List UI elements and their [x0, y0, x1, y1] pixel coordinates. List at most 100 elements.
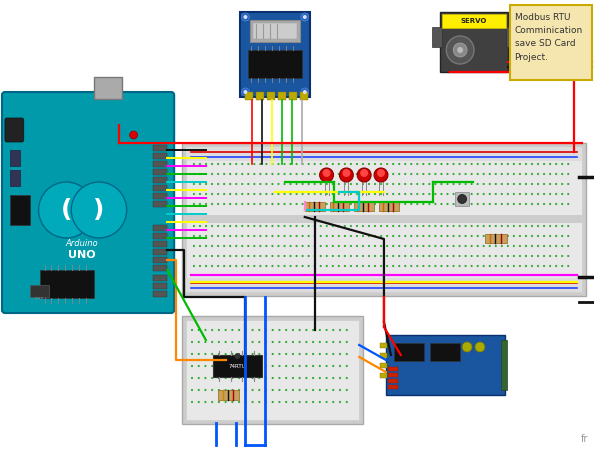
Circle shape	[374, 235, 376, 237]
Circle shape	[332, 173, 334, 175]
Circle shape	[410, 235, 412, 237]
Circle shape	[312, 329, 314, 331]
Circle shape	[231, 389, 233, 391]
Circle shape	[531, 225, 533, 227]
Circle shape	[259, 203, 262, 205]
Circle shape	[302, 225, 304, 227]
Bar	[154, 257, 167, 263]
Circle shape	[440, 193, 443, 195]
Circle shape	[241, 203, 244, 205]
Circle shape	[223, 203, 225, 205]
Circle shape	[567, 235, 569, 237]
Bar	[380, 363, 387, 368]
Circle shape	[325, 329, 328, 331]
Circle shape	[561, 163, 563, 165]
Circle shape	[525, 193, 527, 195]
Circle shape	[374, 203, 376, 205]
Bar	[154, 225, 167, 231]
Circle shape	[537, 183, 539, 185]
Circle shape	[531, 235, 533, 237]
Circle shape	[193, 193, 195, 195]
Circle shape	[392, 255, 394, 257]
Circle shape	[199, 235, 201, 237]
Circle shape	[285, 341, 287, 343]
Text: ICSP: ICSP	[35, 297, 44, 301]
Circle shape	[380, 163, 382, 165]
Circle shape	[488, 183, 491, 185]
Circle shape	[374, 168, 388, 182]
Circle shape	[356, 193, 358, 195]
Circle shape	[519, 173, 521, 175]
Circle shape	[235, 235, 238, 237]
Circle shape	[271, 225, 274, 227]
Circle shape	[368, 225, 370, 227]
Circle shape	[525, 163, 527, 165]
Circle shape	[543, 235, 545, 237]
Circle shape	[476, 265, 479, 267]
Circle shape	[295, 265, 298, 267]
Bar	[154, 291, 167, 297]
Circle shape	[561, 265, 563, 267]
Circle shape	[519, 163, 521, 165]
Circle shape	[299, 341, 301, 343]
Circle shape	[488, 255, 491, 257]
Circle shape	[567, 163, 569, 165]
Circle shape	[205, 173, 207, 175]
Circle shape	[561, 225, 563, 227]
Circle shape	[501, 265, 503, 267]
Circle shape	[374, 245, 376, 247]
Circle shape	[258, 341, 260, 343]
Circle shape	[199, 183, 201, 185]
Circle shape	[251, 377, 254, 379]
Bar	[506, 27, 515, 47]
Circle shape	[440, 203, 443, 205]
Circle shape	[302, 265, 304, 267]
Circle shape	[434, 183, 437, 185]
Circle shape	[302, 183, 304, 185]
Circle shape	[271, 193, 274, 195]
Circle shape	[211, 341, 213, 343]
Circle shape	[205, 401, 206, 403]
Circle shape	[323, 169, 331, 177]
Circle shape	[332, 389, 334, 391]
Circle shape	[235, 225, 238, 227]
Circle shape	[350, 183, 352, 185]
Bar	[154, 153, 167, 159]
Circle shape	[197, 341, 200, 343]
Text: Modbus RTU
Comminication
save SD Card
Project.: Modbus RTU Comminication save SD Card Pr…	[515, 13, 583, 62]
Circle shape	[302, 245, 304, 247]
Circle shape	[285, 401, 287, 403]
Circle shape	[392, 183, 394, 185]
Circle shape	[482, 235, 485, 237]
Circle shape	[217, 173, 219, 175]
Bar	[278, 92, 286, 100]
Circle shape	[494, 193, 497, 195]
Circle shape	[278, 329, 281, 331]
Circle shape	[350, 235, 352, 237]
Circle shape	[245, 377, 247, 379]
Circle shape	[416, 183, 418, 185]
Circle shape	[295, 255, 298, 257]
Circle shape	[339, 377, 341, 379]
Circle shape	[299, 401, 301, 403]
Circle shape	[470, 225, 473, 227]
Circle shape	[332, 401, 334, 403]
Circle shape	[350, 203, 352, 205]
Circle shape	[302, 193, 304, 195]
Circle shape	[229, 235, 231, 237]
Circle shape	[305, 365, 307, 367]
Circle shape	[464, 183, 467, 185]
Circle shape	[259, 245, 262, 247]
Circle shape	[205, 235, 207, 237]
Circle shape	[289, 245, 292, 247]
Bar	[248, 50, 302, 78]
Circle shape	[386, 245, 388, 247]
Circle shape	[386, 225, 388, 227]
Circle shape	[350, 265, 352, 267]
Circle shape	[238, 401, 240, 403]
Circle shape	[453, 43, 467, 57]
Circle shape	[312, 365, 314, 367]
Circle shape	[488, 245, 491, 247]
Circle shape	[507, 235, 509, 237]
Circle shape	[344, 183, 346, 185]
